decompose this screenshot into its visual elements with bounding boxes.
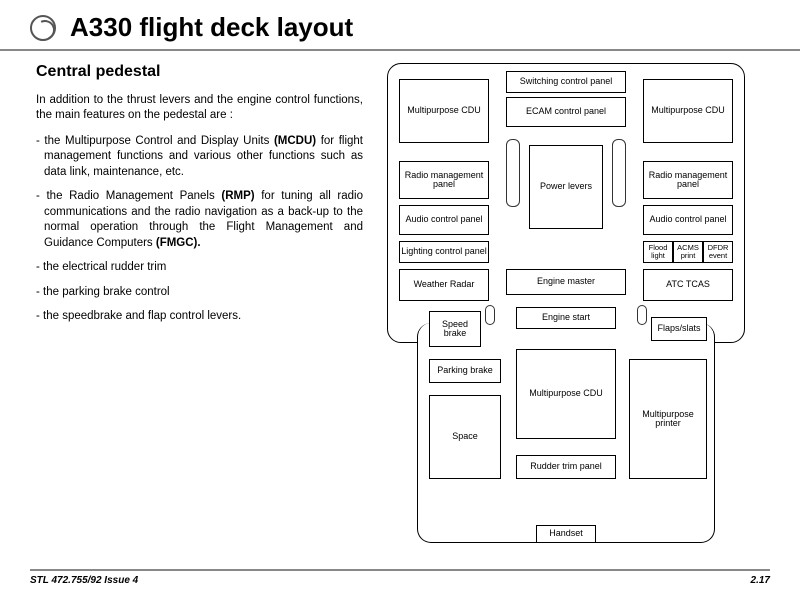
- bullet-mcdu: the Multipurpose Control and Display Uni…: [36, 134, 363, 181]
- panel-mcdu-center: Multipurpose CDU: [516, 349, 616, 439]
- lever-slot-right: [612, 139, 626, 207]
- panel-mcdu-left: Multipurpose CDU: [399, 79, 489, 143]
- logo-icon: [30, 15, 56, 41]
- panel-switching: Switching control panel: [506, 71, 626, 93]
- panel-printer: Multipurpose printer: [629, 359, 707, 479]
- panel-rmp-left: Radio management panel: [399, 161, 489, 199]
- panel-power-levers: Power levers: [529, 145, 603, 229]
- lever-slot-left: [506, 139, 520, 207]
- bullet-speedbrake: the speedbrake and flap control levers.: [36, 309, 363, 325]
- panel-atc-tcas: ATC TCAS: [643, 269, 733, 301]
- bullet-rmp: the Radio Management Panels (RMP) for tu…: [36, 189, 363, 251]
- panel-engine-start: Engine start: [516, 307, 616, 329]
- panel-acms: ACMS print: [673, 241, 703, 263]
- page-title: A330 flight deck layout: [70, 12, 353, 43]
- bullet-parking: the parking brake control: [36, 285, 363, 301]
- panel-rmp-right: Radio management panel: [643, 161, 733, 199]
- intro-paragraph: In addition to the thrust levers and the…: [36, 93, 363, 124]
- bullet-rudder: the electrical rudder trim: [36, 260, 363, 276]
- panel-handset: Handset: [536, 525, 596, 543]
- flaps-knob: [637, 305, 647, 325]
- panel-speed-brake: Speed brake: [429, 311, 481, 347]
- panel-space: Space: [429, 395, 501, 479]
- panel-engine-master: Engine master: [506, 269, 626, 295]
- panel-weather-radar: Weather Radar: [399, 269, 489, 301]
- pedestal-diagram: Switching control panel ECAM control pan…: [381, 61, 751, 561]
- panel-dfdr: DFDR event: [703, 241, 733, 263]
- panel-audio-right: Audio control panel: [643, 205, 733, 235]
- section-subtitle: Central pedestal: [36, 61, 363, 83]
- panel-mcdu-right: Multipurpose CDU: [643, 79, 733, 143]
- speed-brake-knob: [485, 305, 495, 325]
- panel-audio-left: Audio control panel: [399, 205, 489, 235]
- panel-rudder-trim: Rudder trim panel: [516, 455, 616, 479]
- panel-flood: Flood light: [643, 241, 673, 263]
- panel-ecam: ECAM control panel: [506, 97, 626, 127]
- text-column: Central pedestal In addition to the thru…: [36, 61, 381, 561]
- footer-page: 2.17: [751, 575, 770, 586]
- footer-ref: STL 472.755/92 Issue 4: [30, 575, 138, 586]
- panel-lighting: Lighting control panel: [399, 241, 489, 263]
- panel-flaps-slats: Flaps/slats: [651, 317, 707, 341]
- panel-parking-brake: Parking brake: [429, 359, 501, 383]
